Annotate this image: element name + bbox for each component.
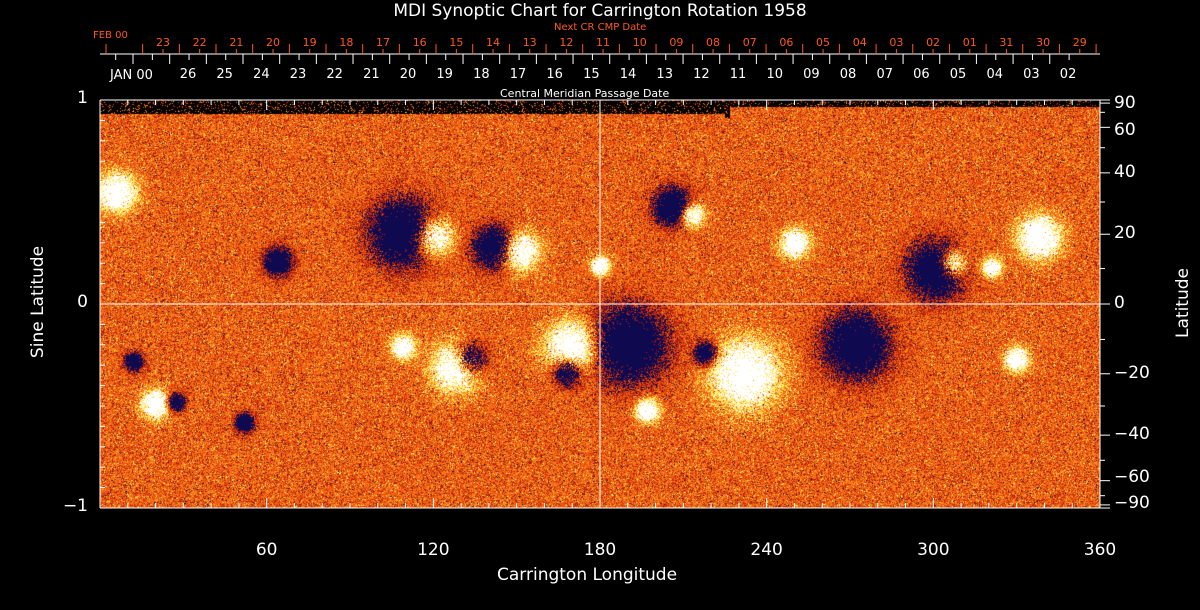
y-axis-label: Sine Latitude <box>28 245 49 359</box>
x-tick-label: 60 <box>255 540 278 560</box>
lat-tick-label: −60 <box>1114 466 1150 487</box>
top-date-label: 10 <box>632 36 647 49</box>
top-date-label: 03 <box>889 36 904 49</box>
cmp-date-label: 23 <box>289 67 307 82</box>
cmp-date-label: 26 <box>179 67 197 82</box>
lat-tick-label: −90 <box>1114 493 1150 513</box>
top-date-label: 12 <box>559 36 574 49</box>
second-axis-label: Central Meridian Passage Date <box>500 87 670 100</box>
y-tick-label: −1 <box>62 496 88 516</box>
y-tick-label: 0 <box>77 292 88 312</box>
x-tick-label: 120 <box>417 540 450 560</box>
cmp-date-label: 04 <box>986 67 1004 82</box>
top-date-label: 18 <box>339 36 354 49</box>
cmp-date-label: 18 <box>473 67 490 82</box>
cmp-date-label: 15 <box>583 67 600 82</box>
cmp-date-label: 25 <box>216 67 233 82</box>
cmp-date-label: 12 <box>693 67 710 82</box>
top-date-label: 31 <box>999 36 1014 49</box>
x-axis-label: Carrington Longitude <box>497 565 678 585</box>
top-axis-month: FEB 00 <box>93 30 128 41</box>
top-date-label: 04 <box>852 36 867 49</box>
cmp-date-label: 21 <box>363 67 380 82</box>
top-date-label: 15 <box>449 36 464 49</box>
top-date-label: 22 <box>192 36 207 49</box>
top-date-label: 07 <box>742 36 757 49</box>
top-date-label: 11 <box>596 36 611 49</box>
top-date-label: 30 <box>1036 36 1051 49</box>
cmp-date-label: 05 <box>949 67 967 82</box>
top-date-label: 01 <box>962 36 977 49</box>
x-tick-label: 180 <box>583 540 617 560</box>
cmp-date-label: 24 <box>253 67 270 82</box>
cmp-date-label: 19 <box>436 67 453 82</box>
cmp-date-label: 16 <box>546 67 563 82</box>
top-date-label: 09 <box>669 36 684 49</box>
cmp-date-label: 11 <box>729 67 747 82</box>
top-date-label: 06 <box>779 36 794 49</box>
lat-tick-label: 20 <box>1114 223 1136 244</box>
top-date-label: 05 <box>816 36 831 49</box>
x-tick-label: 360 <box>1083 540 1117 560</box>
cmp-date-label: 17 <box>509 67 527 82</box>
top-date-label: 23 <box>156 36 170 49</box>
y-tick-label: 1 <box>77 88 88 108</box>
cmp-date-label: 14 <box>619 67 637 82</box>
lat-tick-label: 40 <box>1114 161 1136 182</box>
cmp-date-label: 10 <box>766 67 783 82</box>
lat-tick-label: 90 <box>1114 93 1136 113</box>
top-date-label: 17 <box>376 36 391 49</box>
cmp-date-label: 03 <box>1023 67 1040 82</box>
x-tick-label: 300 <box>917 540 950 560</box>
cmp-date-label: 06 <box>913 67 930 82</box>
top-date-label: 20 <box>266 36 280 49</box>
top-date-label: 08 <box>706 36 721 49</box>
top-date-label: 29 <box>1072 36 1087 49</box>
second-axis-month: JAN 00 <box>110 68 153 83</box>
top-date-label: 02 <box>926 36 941 49</box>
top-date-label: 13 <box>522 36 537 49</box>
cmp-date-label: 09 <box>803 67 820 82</box>
lat-tick-label: −20 <box>1114 362 1150 383</box>
top-date-label: 14 <box>486 36 501 49</box>
top-date-label: 21 <box>229 36 244 49</box>
cmp-date-label: 02 <box>1059 67 1077 82</box>
cmp-date-label: 22 <box>326 67 343 82</box>
y2-axis-label: Latitude <box>1172 268 1193 338</box>
cmp-date-label: 08 <box>839 67 857 82</box>
top-date-label: 16 <box>412 36 427 49</box>
x-tick-label: 240 <box>750 540 783 560</box>
top-date-label: 19 <box>302 36 317 49</box>
cmp-date-label: 13 <box>656 67 673 82</box>
lat-tick-label: −40 <box>1114 424 1150 445</box>
cmp-date-label: 07 <box>876 67 893 82</box>
cmp-date-label: 20 <box>399 67 417 82</box>
top-axis-label: Next CR CMP Date <box>554 22 647 33</box>
chart-title: MDI Synoptic Chart for Carrington Rotati… <box>393 1 807 21</box>
lat-tick-label: 60 <box>1114 120 1136 141</box>
lat-tick-label: 0 <box>1114 293 1125 313</box>
